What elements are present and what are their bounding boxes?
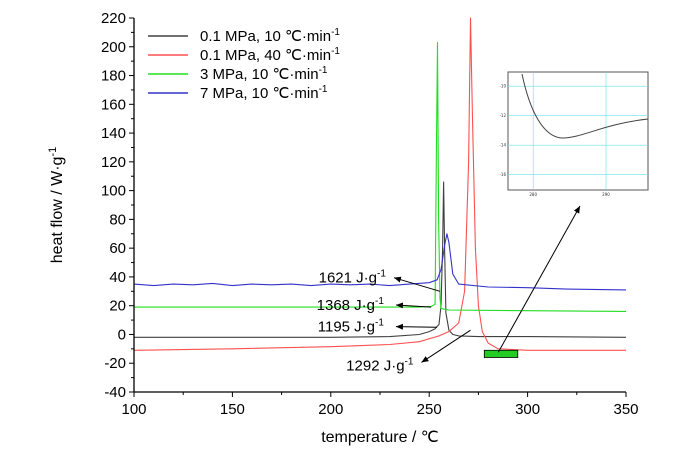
x-tick-label: 200 — [318, 401, 343, 418]
annotation-label-4: 1292 J·g-1 — [346, 356, 414, 374]
annotation-label-3: 1195 J·g-1 — [318, 318, 385, 336]
inset-x-tick-label: 290 — [602, 192, 610, 197]
x-tick-label: 100 — [121, 401, 146, 418]
inset-frame — [507, 71, 649, 191]
x-tick-label: 150 — [220, 401, 245, 418]
inset-y-tick-label: -12 — [499, 113, 506, 118]
y-tick-label: 140 — [101, 125, 126, 142]
series-line-2 — [133, 17, 626, 351]
annotations: 1621 J·g-1 1368 J·g-1 1195 J·g-1 1292 J·g-1 — [317, 269, 471, 374]
zoom-inset: -10 -12 -14 -16 280 290 — [483, 71, 649, 358]
legend-label-1: 0.1 MPa, 10 ℃·min-1 — [200, 27, 340, 45]
y-tick-label: 0 — [118, 326, 126, 343]
y-tick-label: 160 — [101, 96, 126, 113]
legend-label-3: 3 MPa, 10 ℃·min-1 — [200, 65, 328, 83]
y-tick-label: 20 — [109, 298, 126, 315]
y-tick-label: 40 — [109, 269, 126, 286]
y-tick-label: 180 — [101, 68, 126, 85]
inset-y-tick-label: -16 — [499, 172, 506, 177]
y-tick-label: -40 — [104, 384, 126, 401]
inset-x-tick-label: 280 — [529, 192, 537, 197]
series-line-3 — [134, 41, 627, 312]
axes — [129, 17, 627, 397]
y-axis-label: heat flow / W·g-1 — [47, 147, 66, 263]
legend-label-4: 7 MPa, 10 ℃·min-1 — [200, 84, 328, 102]
annotation-label-2: 1368 J·g-1 — [317, 296, 385, 314]
annotation-arrow-2 — [395, 302, 432, 309]
series-line-1 — [134, 181, 627, 338]
y-axis-label-sup: -1 — [47, 147, 59, 157]
x-axis-label: temperature / ℃ — [321, 429, 439, 446]
tick-labels: 100 150 200 250 300 350 -40 -20 0 20 40 60 80 100 120 1… — [101, 10, 639, 418]
inset-pointer-arrow — [497, 205, 581, 353]
y-tick-label: 60 — [109, 240, 126, 257]
y-tick-label: 200 — [101, 39, 126, 56]
inset-y-tick-label: -10 — [499, 84, 506, 89]
y-tick-label: 220 — [101, 10, 126, 27]
plot-area — [133, 17, 627, 351]
annotation-label-1: 1621 J·g-1 — [319, 269, 387, 287]
y-axis-label-text: heat flow / W·g — [49, 157, 66, 264]
y-tick-label: 80 — [109, 211, 126, 228]
y-tick-label: -20 — [104, 355, 126, 372]
legend-label-2: 0.1 MPa, 40 ℃·min-1 — [200, 46, 340, 64]
x-tick-label: 350 — [613, 401, 638, 418]
inset-curve — [521, 73, 649, 139]
x-tick-label: 300 — [515, 401, 540, 418]
annotation-arrow-1 — [393, 276, 441, 292]
y-tick-label: 100 — [101, 183, 126, 200]
annotation-arrow-3 — [395, 323, 438, 330]
zoom-box — [483, 349, 519, 358]
y-tick-label: 120 — [101, 154, 126, 171]
series-line-4 — [133, 233, 627, 291]
annotation-arrow-4 — [421, 329, 471, 363]
legend: 0.1 MPa, 10 ℃·min-10.1 MPa, 40 ℃·min-13 … — [148, 27, 340, 102]
x-tick-label: 250 — [417, 401, 442, 418]
inset-y-tick-label: -14 — [499, 143, 506, 148]
